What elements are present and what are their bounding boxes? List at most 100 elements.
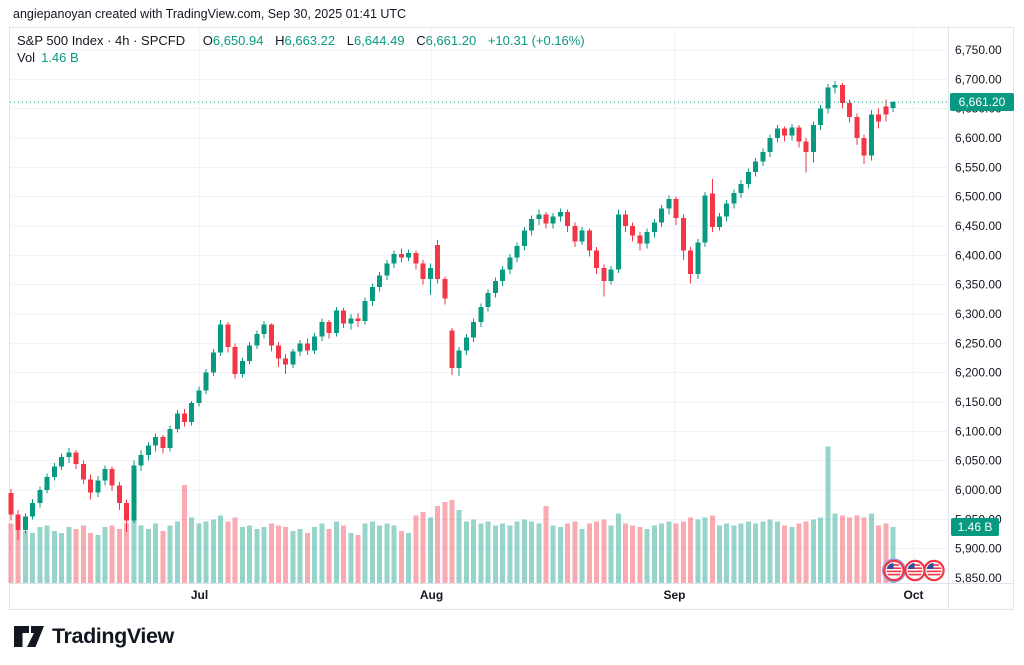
candle-body <box>529 218 535 231</box>
price-axis-label[interactable]: 6,700.00 <box>955 72 1002 86</box>
candle-body <box>218 324 224 353</box>
attribution-text: angiepanoyan created with TradingView.co… <box>13 7 407 21</box>
candle-body <box>651 222 657 232</box>
candle-body <box>326 322 332 333</box>
candle-body <box>239 360 245 374</box>
volume-bar <box>572 521 578 583</box>
candle-body <box>753 161 759 173</box>
volume-bar <box>333 521 339 583</box>
price-axis-label[interactable]: 5,900.00 <box>955 542 1002 556</box>
candle-body <box>22 516 28 530</box>
volume-bar <box>95 534 101 583</box>
candle-body <box>124 502 130 521</box>
candle-body <box>709 193 715 228</box>
volume-bar <box>80 525 86 583</box>
candle-body <box>59 457 65 467</box>
candle-body <box>182 413 188 422</box>
volume-bar <box>529 521 535 583</box>
volume-bar <box>565 523 571 583</box>
tradingview-wordmark: TradingView <box>52 623 174 648</box>
us-flag-event-icon[interactable] <box>904 559 926 582</box>
price-axis-label[interactable]: 6,550.00 <box>955 160 1002 174</box>
candle-body <box>391 254 397 264</box>
candle-body <box>832 85 838 88</box>
volume-bar <box>478 523 484 583</box>
volume-bar <box>695 519 701 583</box>
close-label: C <box>416 33 426 48</box>
price-axis-label[interactable]: 6,100.00 <box>955 424 1002 438</box>
price-axis-label[interactable]: 6,250.00 <box>955 336 1002 350</box>
price-axis-label[interactable]: 6,350.00 <box>955 278 1002 292</box>
candle-body <box>615 214 621 270</box>
volume-bar <box>449 500 455 583</box>
volume-bar <box>673 523 679 583</box>
time-axis-label[interactable]: Aug <box>420 588 443 602</box>
price-axis-label[interactable]: 6,200.00 <box>955 366 1002 380</box>
candle-body <box>174 413 180 429</box>
volume-bar <box>261 527 267 583</box>
volume-bar <box>500 523 506 583</box>
price-axis-label[interactable]: 6,750.00 <box>955 43 1002 57</box>
volume-bar <box>796 523 802 583</box>
volume-bar <box>666 521 672 583</box>
candle-body <box>30 502 36 517</box>
us-flag-event-icon[interactable] <box>882 558 906 583</box>
volume-bar <box>182 484 188 583</box>
price-axis-label[interactable]: 6,150.00 <box>955 395 1002 409</box>
time-axis-label[interactable]: Sep <box>663 588 685 602</box>
volume-bar <box>644 529 650 583</box>
time-axis-label[interactable]: Oct <box>903 588 923 602</box>
candle-body <box>116 485 122 503</box>
symbol-legend[interactable]: S&P 500 Index · 4h · SPCFD O6,650.94 H6,… <box>17 33 585 48</box>
price-axis-label[interactable]: 6,300.00 <box>955 307 1002 321</box>
volume-bar <box>716 525 722 583</box>
us-flag-event-icon[interactable] <box>923 559 945 582</box>
candle-body <box>377 275 383 288</box>
volume-bar <box>153 523 159 583</box>
candle-body <box>738 183 744 194</box>
event-flag-icons[interactable] <box>882 558 948 583</box>
candle-body <box>304 343 310 351</box>
volume-bar <box>825 446 831 583</box>
price-axis-label[interactable]: 6,500.00 <box>955 190 1002 204</box>
price-axis-label[interactable]: 6,050.00 <box>955 454 1002 468</box>
price-axis-label[interactable]: 6,000.00 <box>955 483 1002 497</box>
candle-body <box>203 372 209 391</box>
candle-body <box>44 477 50 490</box>
volume-bar <box>8 523 14 583</box>
candle-body <box>876 114 882 122</box>
candle-body <box>398 254 404 258</box>
volume-bar <box>22 531 28 583</box>
candle-body <box>724 203 730 217</box>
price-axis-label[interactable]: 5,850.00 <box>955 571 1002 585</box>
volume-legend[interactable]: Vol 1.46 B <box>17 50 79 65</box>
candle-body <box>145 445 151 455</box>
volume-bar <box>876 525 882 583</box>
volume-bar <box>102 527 108 583</box>
candle-body <box>861 138 867 156</box>
candle-body <box>355 318 361 322</box>
volume-bar <box>702 517 708 583</box>
volume-bar <box>847 517 853 583</box>
tradingview-logo[interactable]: TradingView <box>13 620 174 652</box>
candle-body <box>543 214 549 224</box>
time-axis-label[interactable]: Jul <box>191 588 208 602</box>
price-axis-label[interactable]: 6,600.00 <box>955 131 1002 145</box>
symbol-title[interactable]: S&P 500 Index · 4h · SPCFD <box>17 33 186 48</box>
candle-body <box>283 358 289 365</box>
volume-bar <box>738 523 744 583</box>
price-axis-label[interactable]: 6,450.00 <box>955 219 1002 233</box>
volume-bar <box>319 523 325 583</box>
candle-body <box>456 350 462 368</box>
volume-bar <box>608 525 614 583</box>
volume-bar <box>774 521 780 583</box>
volume-bar <box>832 513 838 583</box>
candle-body <box>579 230 585 242</box>
candle-body <box>666 199 672 209</box>
price-axis-label[interactable]: 6,400.00 <box>955 248 1002 262</box>
candle-body <box>196 390 202 404</box>
candle-body <box>485 292 491 307</box>
candle-body <box>442 278 448 299</box>
